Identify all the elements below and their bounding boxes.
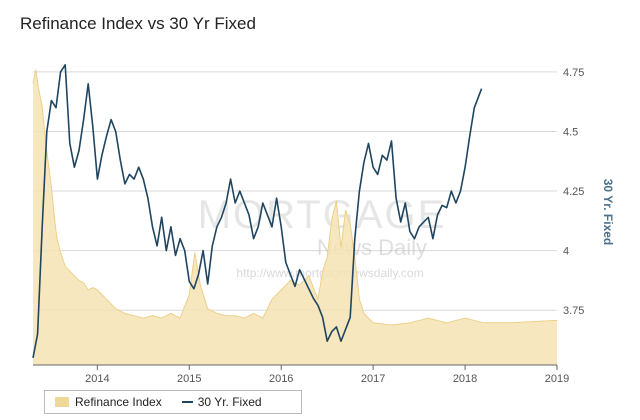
y-tick-label-0: 3.75	[563, 305, 584, 317]
x-tick-label-1: 2015	[177, 373, 201, 385]
y-tick-label-4: 4.75	[563, 67, 584, 79]
y-tick-label-3: 4.5	[563, 126, 578, 138]
x-tick-label-5: 2019	[545, 373, 569, 385]
refinance-index-area	[33, 69, 557, 366]
x-tick-label-0: 2014	[85, 373, 109, 385]
legend-rate-label[interactable]: 30 Yr. Fixed	[197, 395, 262, 409]
axes: 3.75 4 4.25 4.5 4.75 2014 2015 2016 2017 2018 2019…	[33, 67, 615, 385]
x-tick-label-3: 2017	[361, 373, 385, 385]
chart-area: MORTGAGE News Daily http://www.mortgagen…	[32, 64, 615, 385]
y-tick-label-2: 4.25	[563, 186, 584, 198]
x-tick-label-2: 2016	[269, 373, 293, 385]
legend-refinance-swatch	[55, 397, 69, 407]
y-tick-label-1: 4	[563, 246, 569, 258]
legend: Refinance Index 30 Yr. Fixed	[44, 390, 302, 414]
legend-rate-swatch	[181, 401, 193, 403]
watermark: MORTGAGE News Daily http://www.mortgagen…	[198, 193, 445, 280]
chart-title: Refinance Index vs 30 Yr Fixed	[20, 14, 256, 33]
legend-refinance-label[interactable]: Refinance Index	[75, 395, 162, 409]
thirty-yr-fixed-line	[32, 64, 483, 359]
x-tick-label-4: 2018	[453, 373, 477, 385]
y-axis-title: 30 Yr. Fixed	[601, 179, 615, 246]
refinance-index-line	[32, 69, 558, 326]
series-layer	[32, 64, 558, 366]
